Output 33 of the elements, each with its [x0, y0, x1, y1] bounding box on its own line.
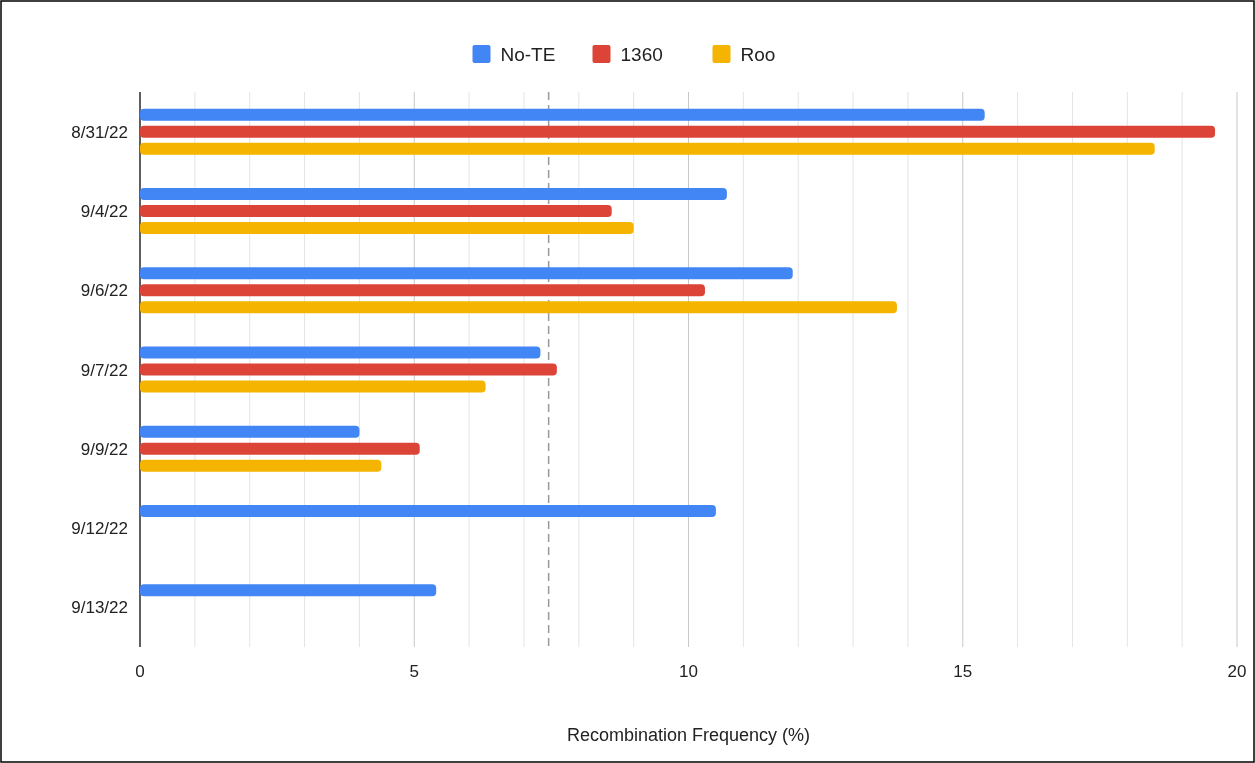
bar — [140, 221, 634, 234]
bar — [140, 363, 557, 376]
bar — [140, 284, 705, 297]
bar — [140, 442, 420, 455]
y-tick-label: 9/6/22 — [80, 281, 128, 301]
x-tick-label: 20 — [1227, 662, 1247, 681]
y-tick-label: 9/9/22 — [80, 439, 128, 459]
x-tick-label: 5 — [409, 662, 419, 681]
x-tick-label: 15 — [953, 662, 973, 681]
bar — [140, 301, 897, 314]
legend-label: 1360 — [620, 44, 663, 65]
x-axis-title: Recombination Frequency (%) — [566, 725, 811, 745]
bar — [140, 125, 1216, 138]
x-tick-label: 0 — [135, 662, 145, 681]
bar — [140, 425, 360, 438]
y-tick-label: 8/31/22 — [71, 122, 128, 142]
y-tick-label: 9/7/22 — [80, 360, 128, 380]
bar — [140, 346, 541, 359]
legend-label: No-TE — [500, 44, 556, 65]
y-tick-label: 9/13/22 — [71, 598, 128, 618]
bar — [140, 584, 437, 597]
bar — [140, 505, 716, 518]
bar — [140, 267, 793, 280]
bar — [140, 142, 1155, 155]
y-tick-label: 9/12/22 — [71, 519, 128, 539]
bar — [140, 459, 382, 472]
y-tick-label: 9/4/22 — [80, 201, 128, 221]
x-tick-label: 10 — [679, 662, 698, 681]
bar — [140, 380, 486, 393]
bar — [140, 204, 612, 217]
legend-label: Roo — [740, 44, 776, 65]
bar — [140, 108, 985, 121]
bar — [140, 187, 727, 200]
